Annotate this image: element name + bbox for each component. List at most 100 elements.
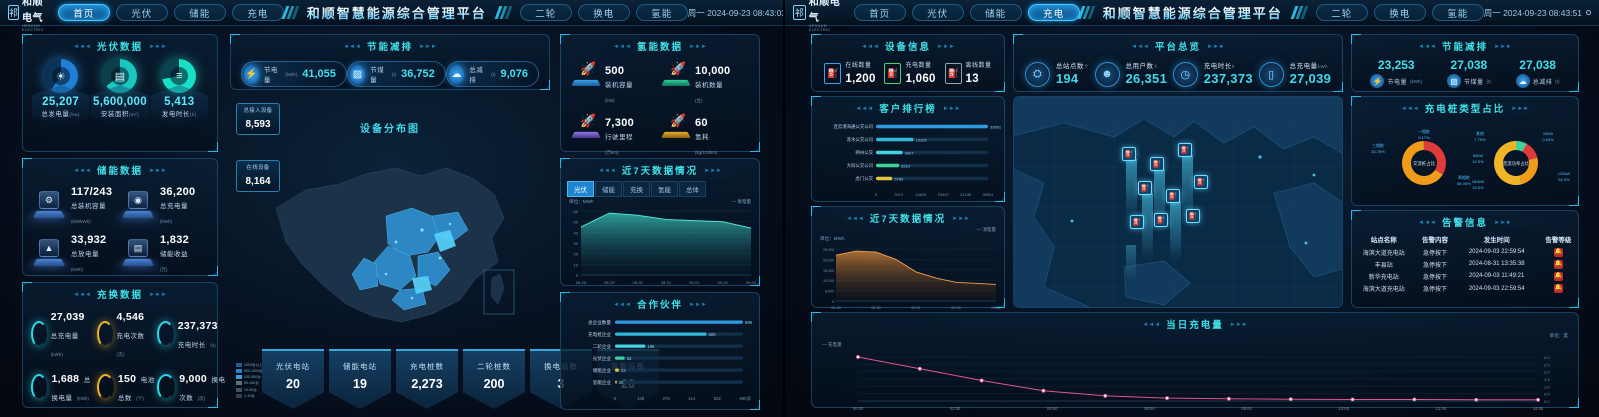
device-info-metrics: ⛽ 在线数量 1,200 ⛽ 充电数量 1,060 ⛽ 离线数量 13: [812, 55, 1004, 93]
left-header: 祁 和顺电气 HESHUN ELECTRIC 首页 光伏 储能 充电 和顺智慧能…: [0, 0, 783, 31]
svg-text:三相桩: 三相桩: [1372, 142, 1384, 148]
settings-dot-icon[interactable]: [1586, 10, 1591, 15]
nav-hydrogen[interactable]: 氢能: [1431, 4, 1484, 21]
svg-text:连云港海通公交公司: 连云港海通公交公司: [833, 123, 873, 130]
svg-text:0: 0: [832, 300, 834, 304]
site-marker[interactable]: ⛽: [1138, 181, 1152, 195]
trend-tab-storage[interactable]: 储能: [595, 181, 622, 197]
trend-tab-pv[interactable]: 光伏: [567, 181, 594, 197]
nav-home[interactable]: 首页: [853, 4, 906, 21]
nav-hydrogen[interactable]: 氢能: [635, 4, 688, 21]
today-charge-line-chart: 0.0 0.5 1.0 1.5 2.0 2.5 3.0 00:00 02:00 04:00 06:0…: [853, 355, 1551, 411]
site-marker[interactable]: ⛽: [1194, 175, 1208, 189]
site-marker[interactable]: ⛽: [1150, 157, 1164, 171]
nav-storage[interactable]: 储能: [969, 4, 1022, 21]
alarm-row[interactable]: 新华充电站 急停按下 2024-09-03 11:49:21 🔔: [1352, 270, 1578, 282]
svg-text:7.75%: 7.75%: [1474, 137, 1486, 142]
svg-text:00:00: 00:00: [853, 406, 864, 411]
site-marker[interactable]: ⛽: [1154, 213, 1168, 227]
svg-text:166: 166: [647, 344, 655, 349]
pv-generation-hours-value: 5,413: [164, 96, 195, 108]
logo-mark-icon: 祁: [793, 5, 806, 20]
shield-pv-station[interactable]: 光伏电站 20: [262, 349, 324, 409]
nav-two-wheeler[interactable]: 二轮: [1315, 4, 1368, 21]
trend-tab-overall[interactable]: 总体: [679, 181, 706, 197]
china-map-svg: [275, 167, 515, 323]
pv-metrics: ☀ 25,207 总发电量(kw) ▤ 5,600,000 安装面积(m²) ≡: [23, 55, 217, 127]
svg-text:1.5: 1.5: [1544, 377, 1550, 382]
charge-metric-total-kwh: 27,039 总充电量 (kWh): [31, 307, 95, 361]
svg-text:大同公交公司: 大同公交公司: [847, 162, 873, 169]
pile-type-title: ◄◄◄ 充电桩类型占比 ►►►: [1400, 104, 1530, 115]
nav-battery-swap[interactable]: 换电: [1373, 4, 1426, 21]
overview-users: ☻ 总用户数人 26,351: [1094, 60, 1168, 88]
svg-text:2.0: 2.0: [1544, 370, 1550, 375]
trend-panel: ◄◄◄ 近7天数据情况 ►►► 光伏 储能 充换 氢能 总体 单位：MWh — 发电…: [560, 158, 760, 286]
shield-charge-pile[interactable]: 充电桩数 2,273: [396, 349, 458, 409]
svg-text:690: 690: [740, 396, 748, 401]
alarm-site: 丰县站: [1374, 262, 1393, 269]
saving-metrics: ⚡ 节电量 (kWh) 41,055 ▨ 节煤量 (t) 36,752 ☁ 总减…: [231, 55, 549, 95]
nav-two-wheeler[interactable]: 二轮: [519, 4, 572, 21]
nav-storage[interactable]: 储能: [173, 4, 226, 21]
nav-charge[interactable]: 充电: [231, 4, 284, 21]
charge-duration-unit: (h): [210, 343, 216, 348]
map-chip-online-devices: 在线设备 8,164: [236, 160, 280, 192]
alarm-time: 2024-08-31 13:35:38: [1468, 261, 1525, 268]
brand-name-cn: 和顺电气: [808, 0, 841, 24]
site-marker[interactable]: ⛽: [1186, 209, 1200, 223]
site-marker[interactable]: ⛽: [1130, 215, 1144, 229]
svg-text:09-01: 09-01: [911, 306, 920, 310]
shield-two-wheeler-pile[interactable]: 二轮桩数 200: [463, 349, 525, 409]
site-marker[interactable]: ⛽: [1122, 147, 1136, 161]
pv-generation-hours-label: 发电时长(h): [161, 111, 197, 118]
legend-item: 500-1000台: [236, 368, 263, 374]
svg-text:3.0: 3.0: [1544, 355, 1550, 360]
charge-metric-swap-kwh: 1,688 总换电量 (kWh): [31, 369, 95, 405]
nav-pv[interactable]: 光伏: [911, 4, 964, 21]
bolt-icon: ⚡: [244, 64, 259, 84]
shield-storage-station[interactable]: 储能电站 19: [329, 349, 391, 409]
logo-mark-icon: 祁: [8, 5, 20, 20]
solar-panel-icon: ☀: [43, 59, 78, 93]
charge-panel-title: ◄◄◄ 充换数据 ►►►: [73, 290, 167, 301]
trend-tab-hydrogen[interactable]: 氢能: [651, 181, 678, 197]
saving-emission-value: 9,076: [500, 68, 529, 80]
platform-title-bar: 和顺智慧能源综合管理平台: [281, 3, 513, 22]
svg-text:60kW: 60kW: [1473, 153, 1483, 158]
svg-text:交流桩占比: 交流桩占比: [1413, 160, 1436, 167]
nav-pv[interactable]: 光伏: [115, 4, 168, 21]
site-map-panel[interactable]: ⛽ ⛽ ⛽ ⛽ ⛽ ⛽ ⛽ ⛽ ⛽: [1013, 96, 1343, 308]
svg-text:10kW: 10kW: [1543, 131, 1553, 136]
nav-charge[interactable]: 充电: [1027, 4, 1080, 21]
revenue-icon: ▤: [121, 237, 155, 269]
discharge-icon: ▲: [32, 237, 66, 269]
cloud-icon: ☁: [1515, 74, 1530, 88]
site-marker[interactable]: ⛽: [1178, 143, 1192, 157]
trend-tab-charge[interactable]: 充换: [623, 181, 650, 197]
charge-duration-value: 237,373: [177, 320, 218, 332]
online-devices-value: 8,164: [245, 176, 271, 187]
nav-battery-swap[interactable]: 换电: [577, 4, 630, 21]
nav-home[interactable]: 首页: [57, 4, 110, 21]
charge-total-kwh-value: 27,039: [50, 311, 85, 323]
svg-text:12:00: 12:00: [1436, 406, 1447, 411]
china-device-map[interactable]: [236, 138, 546, 333]
alarm-row[interactable]: 海滨大道充电站 急停按下 2024-09-03 22:59:54 🔔: [1352, 283, 1578, 295]
charge-count-label: 充电次数: [116, 333, 145, 340]
site-marker[interactable]: ⛽: [1166, 189, 1180, 203]
device-offline: ⛽ 离线数量 13: [944, 60, 992, 87]
svg-text:10: 10: [619, 380, 624, 385]
alarm-row[interactable]: 丰县站 急停按下 2024-08-31 13:35:38 🔔: [1352, 258, 1578, 270]
today-charge-title: ◄◄◄ 当日充电量 ►►►: [1142, 320, 1248, 331]
pv-install-area-value: 5,600,000: [93, 96, 147, 108]
platform-overview-panel: ◄◄◄ 平台总览 ►►► ⛭ 总站点数个 194 ☻ 总用户数人 26,351 ◷ 充电…: [1013, 34, 1343, 92]
storage-panel-title: ◄◄◄ 储能数据 ►►►: [73, 166, 167, 177]
storage-metric-capacity: ⚙ 117/243 总装机容量 (kW/kWh): [32, 182, 118, 228]
ring-icon: [96, 374, 114, 400]
alarm-row[interactable]: 海滨大道充电站 急停按下 2024-09-03 22:59:54 🔔: [1352, 246, 1578, 258]
svg-text:09-03: 09-03: [746, 280, 757, 285]
svg-text:02:00: 02:00: [950, 406, 961, 411]
right-trend-unit: 单位：MWh: [820, 236, 845, 241]
svg-text:08-28: 08-28: [831, 306, 840, 310]
